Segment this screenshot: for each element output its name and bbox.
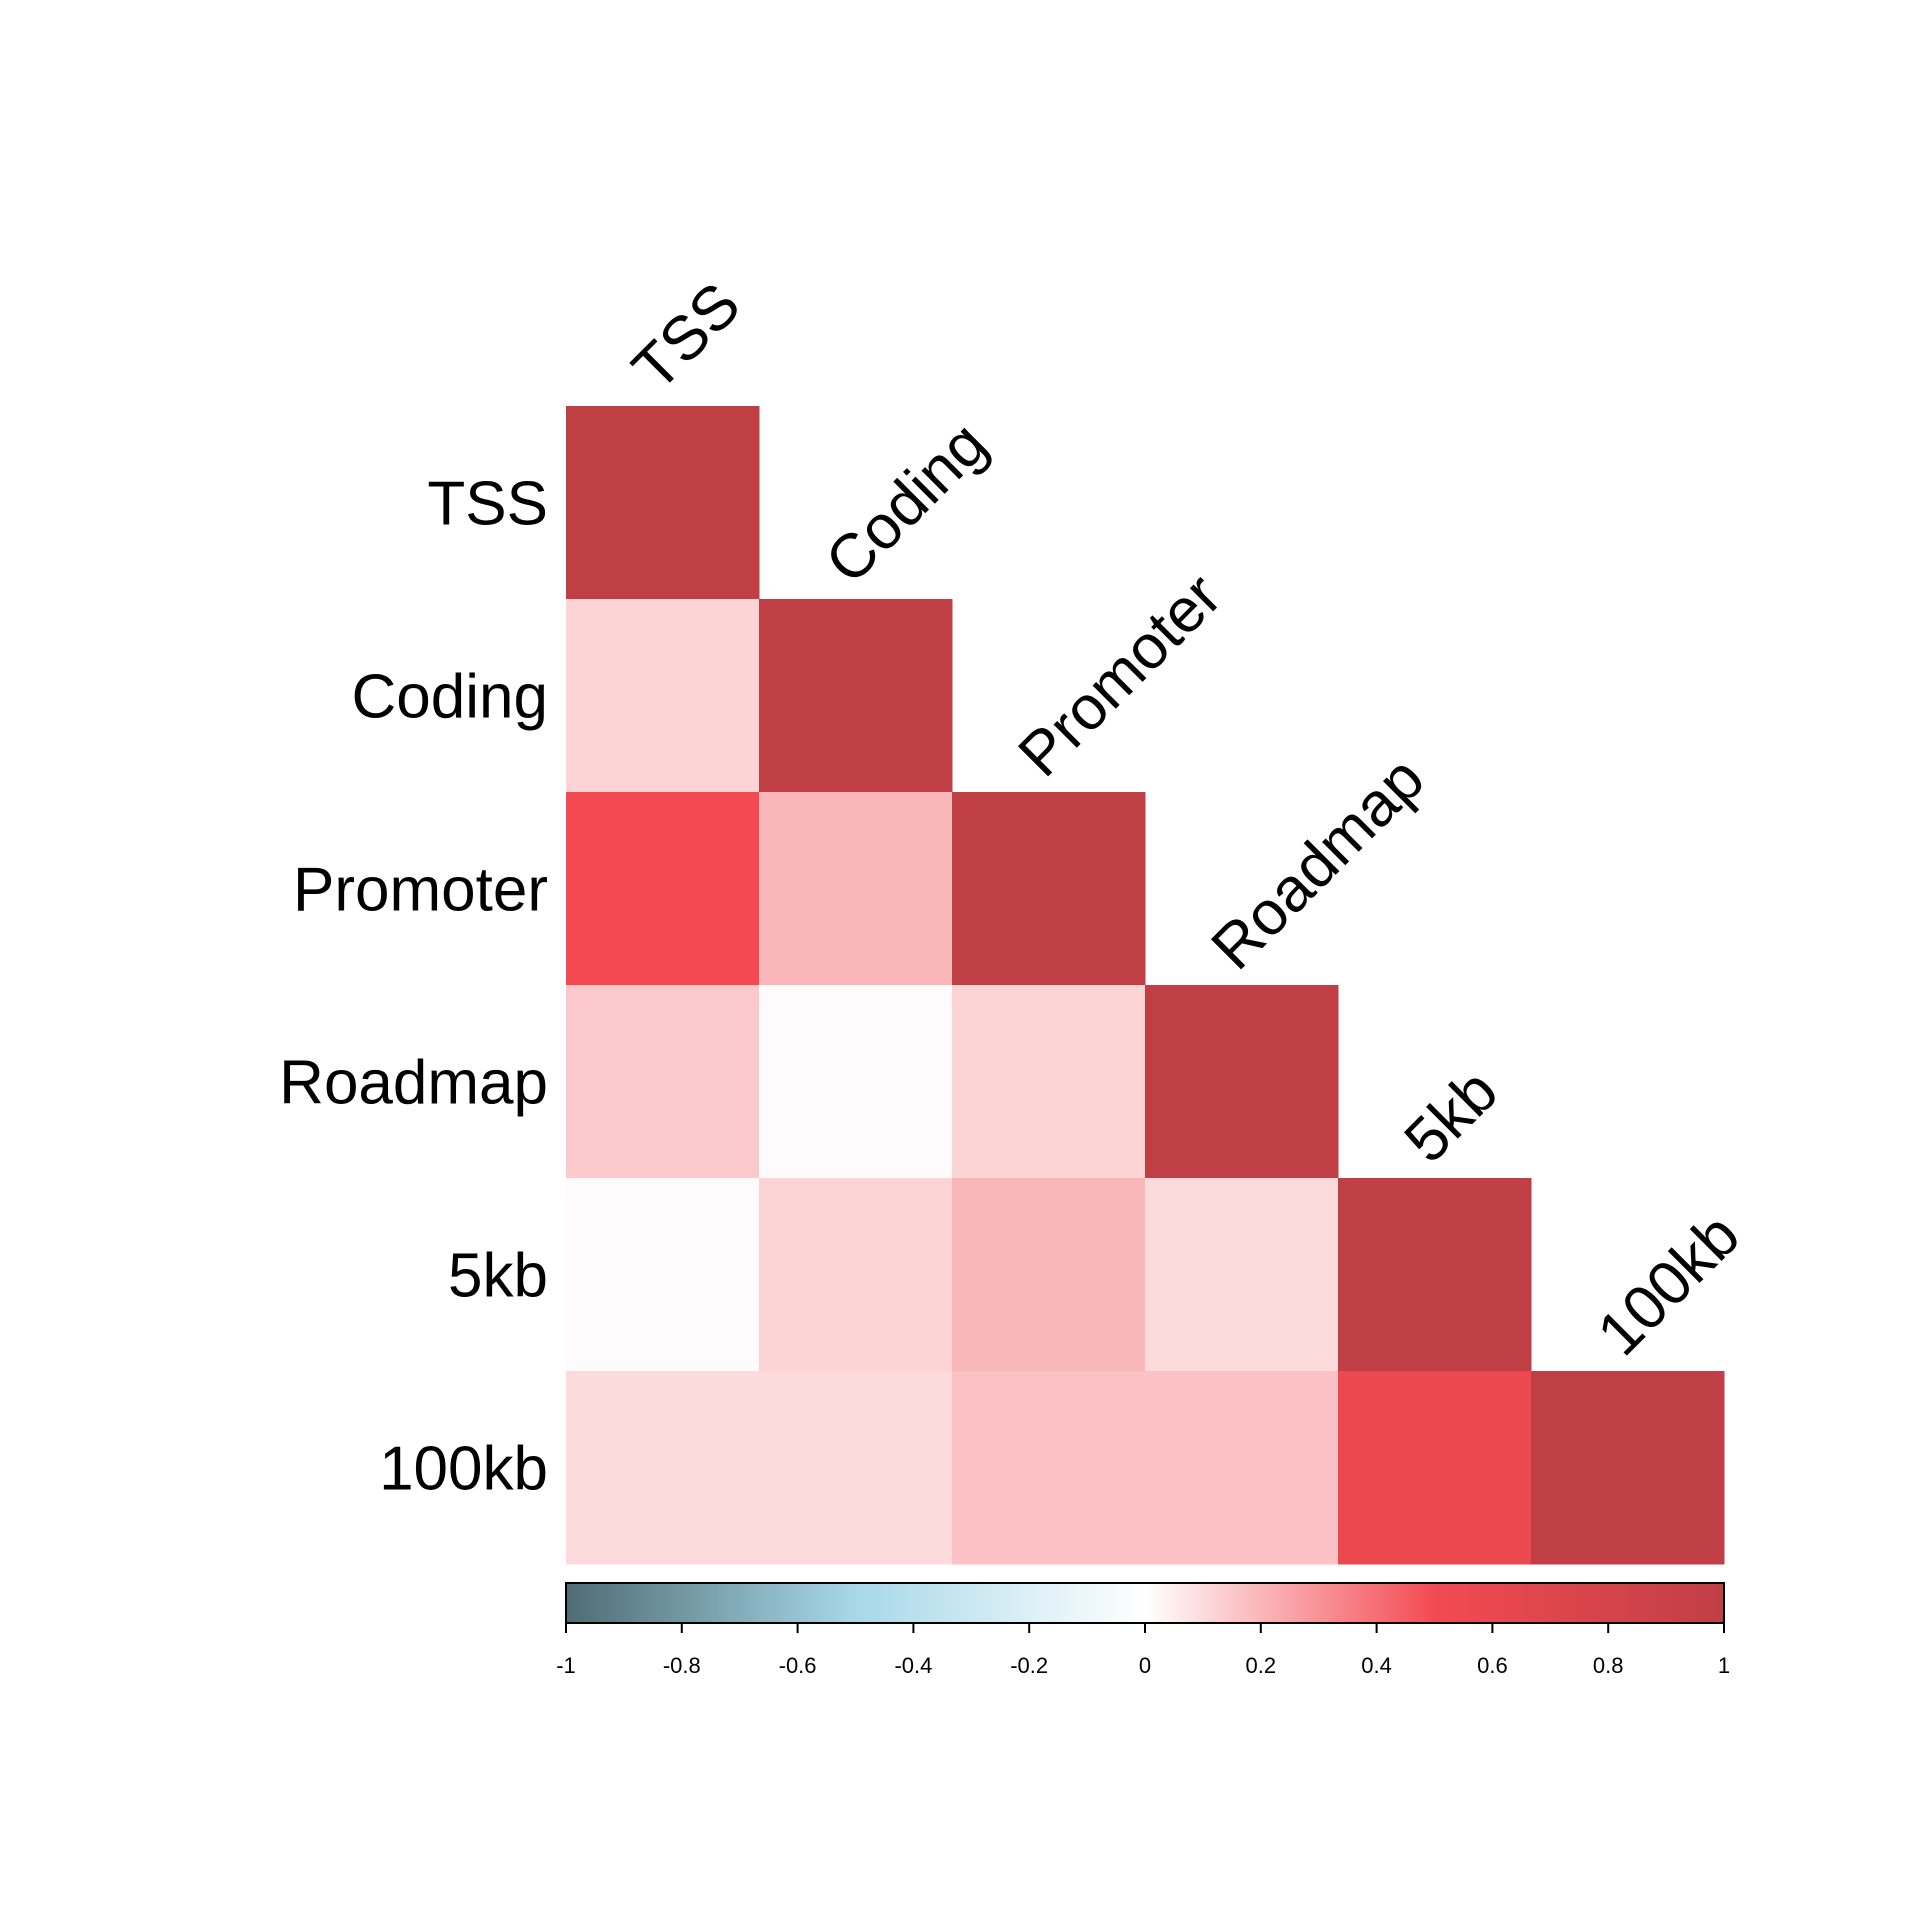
column-label-tss: TSS bbox=[620, 270, 754, 404]
heatmap-cell-100kb-coding bbox=[759, 1371, 953, 1565]
row-label-100kb: 100kb bbox=[379, 1435, 548, 1504]
heatmap-cell-roadmap-coding bbox=[759, 985, 953, 1179]
column-label-coding: Coding bbox=[813, 409, 1001, 597]
heatmap-cell-roadmap-tss bbox=[566, 985, 760, 1179]
row-label-promoter: Promoter bbox=[293, 856, 548, 925]
heatmap-cell-roadmap-promoter bbox=[952, 985, 1146, 1179]
heatmap-cell-tss-tss bbox=[566, 406, 760, 600]
heatmap-cell-5kb-coding bbox=[759, 1178, 953, 1372]
heatmap-cell-100kb-tss bbox=[566, 1371, 760, 1565]
heatmap-cell-5kb-promoter bbox=[952, 1178, 1146, 1372]
heatmap-cell-coding-coding bbox=[759, 599, 953, 793]
colorbar-tick-label: -0.2 bbox=[1010, 1653, 1048, 1678]
row-label-roadmap: Roadmap bbox=[279, 1049, 548, 1118]
column-label-roadmap: Roadmap bbox=[1199, 744, 1438, 983]
heatmap-cell-5kb-5kb bbox=[1338, 1178, 1532, 1372]
colorbar-gradient bbox=[565, 1582, 1725, 1624]
colorbar-tick-label: -0.6 bbox=[779, 1653, 817, 1678]
colorbar-tick-label: 0.6 bbox=[1477, 1653, 1508, 1678]
column-label-100kb: 100kb bbox=[1585, 1201, 1753, 1369]
colorbar-tick-label: 0.8 bbox=[1593, 1653, 1624, 1678]
heatmap-cell-100kb-100kb bbox=[1531, 1371, 1725, 1565]
column-label-5kb: 5kb bbox=[1392, 1056, 1511, 1175]
heatmap-cell-5kb-tss bbox=[566, 1178, 760, 1372]
colorbar-tick-label: -0.4 bbox=[894, 1653, 932, 1678]
colorbar-tick-label: 1 bbox=[1718, 1653, 1730, 1678]
row-labels: TSS Coding Promoter Roadmap 5kb 100kb bbox=[279, 470, 548, 1504]
heatmap-cell-roadmap-roadmap bbox=[1145, 985, 1339, 1179]
heatmap-cell-100kb-5kb bbox=[1338, 1371, 1532, 1565]
colorbar-tick-label: -1 bbox=[556, 1653, 576, 1678]
heatmap-cell-5kb-roadmap bbox=[1145, 1178, 1339, 1372]
heatmap-cell-coding-tss bbox=[566, 599, 760, 793]
row-label-5kb: 5kb bbox=[448, 1242, 548, 1311]
colorbar: -1 -0.8 -0.6 -0.4 -0.2 0 0.2 0.4 0.6 0.8 1 bbox=[556, 1582, 1730, 1678]
colorbar-tick-label: 0 bbox=[1139, 1653, 1151, 1678]
row-label-coding: Coding bbox=[352, 663, 548, 732]
heatmap-cell-promoter-promoter bbox=[952, 792, 1146, 986]
colorbar-tick-label: 0.4 bbox=[1361, 1653, 1392, 1678]
heatmap-cell-100kb-promoter bbox=[952, 1371, 1146, 1565]
column-label-promoter: Promoter bbox=[1006, 561, 1235, 790]
heatmap-cells bbox=[566, 406, 1725, 1565]
heatmap-cell-100kb-roadmap bbox=[1145, 1371, 1339, 1565]
colorbar-tick-label: -0.8 bbox=[663, 1653, 701, 1678]
row-label-tss: TSS bbox=[427, 470, 548, 539]
heatmap-cell-promoter-coding bbox=[759, 792, 953, 986]
heatmap-cell-promoter-tss bbox=[566, 792, 760, 986]
colorbar-tick-label: 0.2 bbox=[1246, 1653, 1277, 1678]
